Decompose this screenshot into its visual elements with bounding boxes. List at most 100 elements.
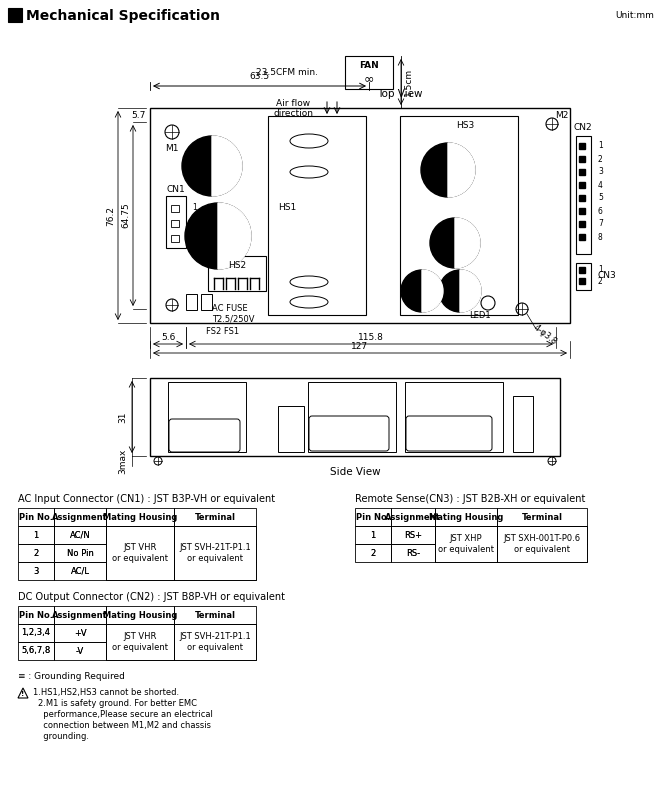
Text: Pin No.: Pin No. xyxy=(356,512,390,521)
Text: +V: +V xyxy=(74,629,86,638)
Bar xyxy=(106,508,174,526)
Text: M1: M1 xyxy=(165,144,179,153)
Text: Mating Housing: Mating Housing xyxy=(103,610,177,619)
Bar xyxy=(497,526,587,562)
Text: 1.5cm: 1.5cm xyxy=(404,68,413,96)
Text: JST SVH-21T-P1.1
or equivalent: JST SVH-21T-P1.1 or equivalent xyxy=(179,632,251,652)
Bar xyxy=(355,508,391,526)
Text: 3: 3 xyxy=(598,168,603,176)
Bar xyxy=(391,508,435,526)
Text: AC Input Connector (CN1) : JST B3P-VH or equivalent: AC Input Connector (CN1) : JST B3P-VH or… xyxy=(18,494,275,504)
Text: RS+: RS+ xyxy=(404,530,422,540)
Text: connection between M1,M2 and chassis: connection between M1,M2 and chassis xyxy=(38,721,211,730)
Bar xyxy=(54,526,106,544)
Bar xyxy=(497,544,587,562)
Bar xyxy=(18,624,54,642)
Wedge shape xyxy=(455,218,480,268)
Text: Pin No.: Pin No. xyxy=(19,610,53,619)
Text: 3: 3 xyxy=(34,566,39,576)
Bar xyxy=(355,526,391,544)
Bar xyxy=(107,625,174,659)
Text: 2: 2 xyxy=(371,549,376,557)
Bar xyxy=(579,221,585,227)
Bar xyxy=(150,108,570,323)
Text: Air flow
direction: Air flow direction xyxy=(273,99,313,119)
Bar xyxy=(579,267,585,273)
Text: 63.5: 63.5 xyxy=(249,72,269,81)
Bar xyxy=(435,508,497,526)
Text: HS3: HS3 xyxy=(456,121,474,131)
Text: 6: 6 xyxy=(598,206,603,216)
Text: 2: 2 xyxy=(192,218,197,228)
Text: 2.M1 is safety ground. For better EMC: 2.M1 is safety ground. For better EMC xyxy=(38,699,197,708)
Text: 5.7: 5.7 xyxy=(131,111,146,120)
Bar xyxy=(150,378,560,456)
Text: 3max: 3max xyxy=(118,448,127,474)
Bar xyxy=(498,526,586,561)
Bar xyxy=(579,278,585,284)
Text: 1: 1 xyxy=(371,530,376,540)
Bar xyxy=(435,544,497,562)
Text: 1: 1 xyxy=(598,141,603,151)
Text: AC/N: AC/N xyxy=(70,530,90,540)
Bar xyxy=(400,116,518,315)
Text: 1,2,3,4: 1,2,3,4 xyxy=(21,629,50,638)
Bar xyxy=(54,508,106,526)
Text: AC/L: AC/L xyxy=(70,566,90,576)
Text: -V: -V xyxy=(76,646,84,655)
Bar xyxy=(18,526,54,544)
Bar xyxy=(18,508,54,526)
Bar xyxy=(345,56,393,89)
Text: Mating Housing: Mating Housing xyxy=(429,512,503,521)
Bar xyxy=(18,544,54,562)
Text: performance,Please secure an electrical: performance,Please secure an electrical xyxy=(38,710,213,719)
Text: JST XHP
or equivalent: JST XHP or equivalent xyxy=(438,534,494,553)
Bar xyxy=(268,116,366,315)
Text: DC Output Connector (CN2) : JST B8P-VH or equivalent: DC Output Connector (CN2) : JST B8P-VH o… xyxy=(18,592,285,602)
Bar xyxy=(168,382,246,452)
Text: HS2: HS2 xyxy=(228,261,246,269)
Text: CN2: CN2 xyxy=(574,124,592,132)
Text: 5: 5 xyxy=(598,193,603,202)
Ellipse shape xyxy=(290,276,328,288)
Text: Terminal: Terminal xyxy=(521,512,563,521)
Bar xyxy=(107,526,174,580)
Bar xyxy=(106,526,174,544)
Text: LED1: LED1 xyxy=(469,311,491,321)
Text: 5.6: 5.6 xyxy=(161,333,175,342)
Bar xyxy=(54,562,106,580)
Text: 1: 1 xyxy=(192,204,197,213)
Text: AC FUSE
T2.5/250V: AC FUSE T2.5/250V xyxy=(212,304,255,323)
Text: Mating Housing: Mating Housing xyxy=(103,512,177,521)
Text: JST VHR
or equivalent: JST VHR or equivalent xyxy=(112,632,168,652)
Bar xyxy=(174,624,256,642)
Text: RS-: RS- xyxy=(406,549,420,557)
Bar xyxy=(576,263,591,290)
Text: Unit:mm: Unit:mm xyxy=(615,11,654,21)
Text: RS+: RS+ xyxy=(404,530,422,540)
Text: Mechanical Specification: Mechanical Specification xyxy=(26,9,220,23)
Bar xyxy=(405,382,503,452)
Text: 23.5CFM min.: 23.5CFM min. xyxy=(256,68,318,77)
Text: 1.HS1,HS2,HS3 cannot be shorted.: 1.HS1,HS2,HS3 cannot be shorted. xyxy=(33,688,179,697)
Bar xyxy=(174,544,256,562)
Bar xyxy=(174,508,256,526)
Text: FS2 FS1: FS2 FS1 xyxy=(206,327,239,337)
Bar xyxy=(174,625,255,659)
Bar xyxy=(497,508,587,526)
Text: JST SXH-001T-P0.6
or equivalent: JST SXH-001T-P0.6 or equivalent xyxy=(503,534,581,553)
Bar xyxy=(54,624,106,642)
Text: 76.2: 76.2 xyxy=(106,205,115,225)
Text: 2: 2 xyxy=(34,549,39,557)
FancyBboxPatch shape xyxy=(169,419,240,452)
Text: Side View: Side View xyxy=(330,467,381,477)
Text: 31: 31 xyxy=(118,411,127,423)
Bar xyxy=(106,624,174,660)
Bar xyxy=(435,526,497,562)
Bar xyxy=(278,406,304,452)
Bar xyxy=(106,642,174,660)
Text: ∞: ∞ xyxy=(364,72,374,85)
Bar xyxy=(18,562,54,580)
Bar xyxy=(174,562,256,580)
Bar xyxy=(308,382,396,452)
